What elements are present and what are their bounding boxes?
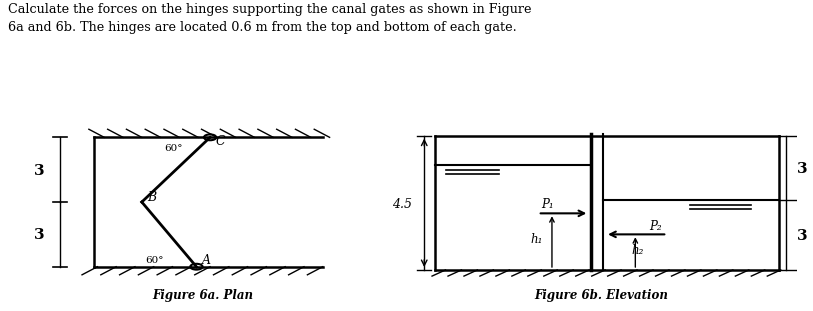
Text: h₁: h₁ <box>531 233 543 246</box>
Text: 60°: 60° <box>146 256 163 265</box>
Text: Calculate the forces on the hinges supporting the canal gates as shown in Figure: Calculate the forces on the hinges suppo… <box>8 3 532 34</box>
Text: Figure 6b. Elevation: Figure 6b. Elevation <box>535 289 668 302</box>
Text: B: B <box>147 191 156 204</box>
Text: A: A <box>202 254 211 267</box>
Text: Figure 6a. Plan: Figure 6a. Plan <box>153 289 254 302</box>
Text: 3: 3 <box>34 164 45 178</box>
Text: 3: 3 <box>34 228 45 242</box>
Text: 60°: 60° <box>164 144 182 153</box>
Text: 3: 3 <box>797 162 807 176</box>
Text: 3: 3 <box>797 229 807 243</box>
Text: 4.5: 4.5 <box>393 198 412 211</box>
Text: C: C <box>215 135 225 148</box>
Text: h₂: h₂ <box>632 244 644 257</box>
Text: P₂: P₂ <box>650 220 662 233</box>
Text: P₁: P₁ <box>541 198 554 211</box>
